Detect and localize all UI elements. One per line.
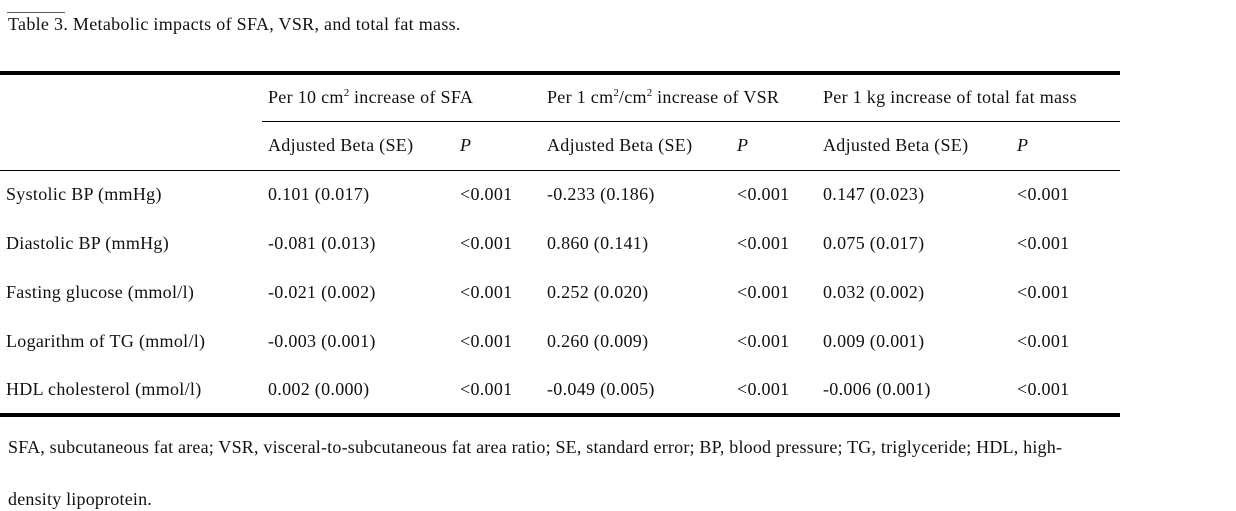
column-group-header-1: Per 10 cm2 increase of SFA	[262, 73, 541, 122]
row-label: Systolic BP (mmHg)	[6, 184, 162, 205]
p-value-cell: <0.001	[460, 233, 513, 253]
beta-se-cell: 0.002 (0.000)	[268, 379, 370, 399]
beta-se-cell: -0.049 (0.005)	[547, 379, 655, 399]
subheader-beta-1: Adjusted Beta (SE)	[262, 121, 454, 171]
column-group-header-2: Per 1 cm2/cm2 increase of VSR	[541, 73, 817, 122]
beta-se-cell: 0.101 (0.017)	[268, 184, 370, 205]
table-row: Diastolic BP (mmHg) -0.081 (0.013) <0.001 0…	[0, 219, 1120, 268]
row-label: Fasting glucose (mmol/l)	[6, 282, 195, 302]
table-row: HDL cholesterol (mmol/l) 0.002 (0.000) <0.…	[0, 366, 1120, 415]
p-value-cell: <0.001	[1017, 233, 1070, 253]
p-value-cell: <0.001	[460, 331, 513, 351]
metabolic-impacts-table: Per 10 cm2 increase of SFA Per 1 cm2/cm2 …	[0, 71, 1121, 417]
row-label: Logarithm of TG (mmol/l)	[6, 331, 206, 351]
footnote-line-2: density lipoprotein.	[8, 489, 152, 509]
subheader-p-2: P	[731, 121, 817, 171]
superscript: 2	[613, 87, 619, 100]
beta-se-cell: -0.003 (0.001)	[268, 331, 376, 351]
column-group-header-row: Per 10 cm2 increase of SFA Per 1 cm2/cm2 …	[0, 73, 1121, 122]
row-label: Diastolic BP (mmHg)	[6, 233, 170, 253]
column-group-header-3: Per 1 kg increase of total fat mass	[817, 73, 1121, 122]
subheader-p-1: P	[454, 121, 541, 171]
beta-se-cell: -0.021 (0.002)	[268, 282, 376, 302]
table-footnote: SFA, subcutaneous fat area; VSR, viscera…	[8, 421, 1236, 511]
p-value-cell: <0.001	[460, 379, 513, 399]
beta-se-cell: 0.147 (0.023)	[823, 184, 925, 205]
beta-se-cell: -0.006 (0.001)	[823, 379, 931, 399]
p-value-cell: <0.001	[1017, 184, 1070, 205]
row-label: HDL cholesterol (mmol/l)	[6, 379, 202, 399]
beta-se-cell: -0.233 (0.186)	[547, 184, 655, 205]
p-value-cell: <0.001	[1017, 331, 1070, 351]
beta-se-cell: 0.252 (0.020)	[547, 282, 649, 302]
beta-se-cell: 0.260 (0.009)	[547, 331, 649, 351]
beta-se-cell: -0.081 (0.013)	[268, 233, 376, 253]
subheader-beta-2: Adjusted Beta (SE)	[541, 121, 731, 171]
table-row: Fasting glucose (mmol/l) -0.021 (0.002) <0…	[0, 268, 1120, 317]
table-caption-number: Table 3	[6, 11, 66, 37]
table-row: Systolic BP (mmHg) 0.101 (0.017) <0.001 -0.…	[0, 170, 1120, 219]
beta-se-cell: 0.032 (0.002)	[823, 282, 925, 302]
stub-subheader-cell	[0, 121, 262, 171]
table-row: Logarithm of TG (mmol/l) -0.003 (0.001) <0…	[0, 317, 1120, 366]
p-value-cell: <0.001	[737, 331, 790, 351]
table-caption-text: . Metabolic impacts of SFA, VSR, and tot…	[63, 14, 461, 34]
p-value-cell: <0.001	[460, 282, 513, 302]
sub-header-row: Adjusted Beta (SE) P Adjusted Beta (SE) P Ad…	[0, 121, 1121, 171]
beta-se-cell: 0.075 (0.017)	[823, 233, 925, 253]
p-value-cell: <0.001	[1017, 379, 1070, 399]
p-value-cell: <0.001	[737, 379, 790, 399]
superscript: 2	[646, 87, 653, 100]
beta-se-cell: 0.860 (0.141)	[547, 233, 649, 253]
subheader-beta-3: Adjusted Beta (SE)	[817, 121, 1011, 171]
p-value-cell: <0.001	[737, 184, 790, 205]
p-value-cell: <0.001	[737, 282, 790, 302]
footnote-line-1: SFA, subcutaneous fat area; VSR, viscera…	[8, 437, 1063, 457]
p-value-cell: <0.001	[737, 233, 790, 253]
superscript: 2	[343, 87, 350, 100]
p-value-cell: <0.001	[460, 184, 513, 205]
subheader-p-3: P	[1011, 121, 1121, 171]
paper-page: { "page": { "background": "#ffffff", "te…	[0, 11, 1236, 511]
p-value-cell: <0.001	[1017, 282, 1070, 302]
table-caption: Table 3. Metabolic impacts of SFA, VSR, …	[6, 11, 1236, 37]
beta-se-cell: 0.009 (0.001)	[823, 331, 925, 351]
stub-header-cell	[0, 73, 262, 121]
